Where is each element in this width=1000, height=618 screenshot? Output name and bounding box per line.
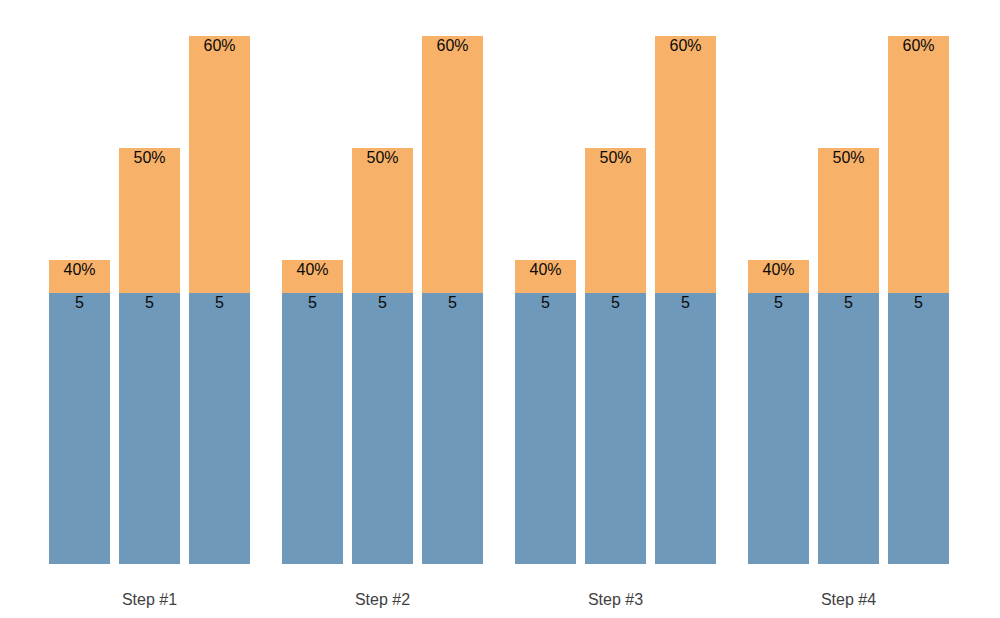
category-label: Step #4 <box>748 590 949 610</box>
bar-top-segment: 40% <box>748 260 809 293</box>
bar-top-segment: 50% <box>352 148 413 293</box>
bar-top-segment: 50% <box>119 148 180 293</box>
base-segment-label: 5 <box>681 293 690 313</box>
bar-base-segment: 5 <box>352 293 413 564</box>
bar-base-segment: 5 <box>119 293 180 564</box>
top-segment-label: 40% <box>296 260 328 280</box>
base-segment-label: 5 <box>844 293 853 313</box>
bar-top-segment: 60% <box>189 36 250 293</box>
category-label: Step #3 <box>515 590 716 610</box>
base-segment-label: 5 <box>611 293 620 313</box>
top-segment-label: 40% <box>63 260 95 280</box>
base-segment-label: 5 <box>541 293 550 313</box>
bar-top-segment: 60% <box>655 36 716 293</box>
category-label: Step #1 <box>49 590 250 610</box>
bar-top-segment: 50% <box>818 148 879 293</box>
bar-base-segment: 5 <box>748 293 809 564</box>
top-segment-label: 40% <box>762 260 794 280</box>
base-segment-label: 5 <box>914 293 923 313</box>
bar-top-segment: 60% <box>422 36 483 293</box>
base-segment-label: 5 <box>75 293 84 313</box>
top-segment-label: 60% <box>902 36 934 56</box>
base-segment-label: 5 <box>215 293 224 313</box>
bar-base-segment: 5 <box>515 293 576 564</box>
base-segment-label: 5 <box>378 293 387 313</box>
bar-top-segment: 60% <box>888 36 949 293</box>
top-segment-label: 50% <box>133 148 165 168</box>
top-segment-label: 60% <box>203 36 235 56</box>
bar-base-segment: 5 <box>585 293 646 564</box>
base-segment-label: 5 <box>448 293 457 313</box>
top-segment-label: 50% <box>599 148 631 168</box>
chart-canvas: 40% 5 50% 5 60% 5 Step #1 40% 5 50% 5 60% 5 Step #2 40… <box>0 0 1000 618</box>
bar-base-segment: 5 <box>818 293 879 564</box>
bar-base-segment: 5 <box>189 293 250 564</box>
top-segment-label: 40% <box>529 260 561 280</box>
base-segment-label: 5 <box>145 293 154 313</box>
bar-top-segment: 40% <box>49 260 110 293</box>
bar-base-segment: 5 <box>282 293 343 564</box>
bar-base-segment: 5 <box>655 293 716 564</box>
base-segment-label: 5 <box>774 293 783 313</box>
bar-base-segment: 5 <box>422 293 483 564</box>
base-segment-label: 5 <box>308 293 317 313</box>
top-segment-label: 60% <box>436 36 468 56</box>
bar-base-segment: 5 <box>888 293 949 564</box>
bar-base-segment: 5 <box>49 293 110 564</box>
bar-top-segment: 40% <box>282 260 343 293</box>
bar-top-segment: 40% <box>515 260 576 293</box>
top-segment-label: 60% <box>669 36 701 56</box>
top-segment-label: 50% <box>832 148 864 168</box>
bar-top-segment: 50% <box>585 148 646 293</box>
category-label: Step #2 <box>282 590 483 610</box>
stacked-bar-chart: 40% 5 50% 5 60% 5 Step #1 40% 5 50% 5 60% 5 Step #2 40… <box>0 0 1000 618</box>
top-segment-label: 50% <box>366 148 398 168</box>
